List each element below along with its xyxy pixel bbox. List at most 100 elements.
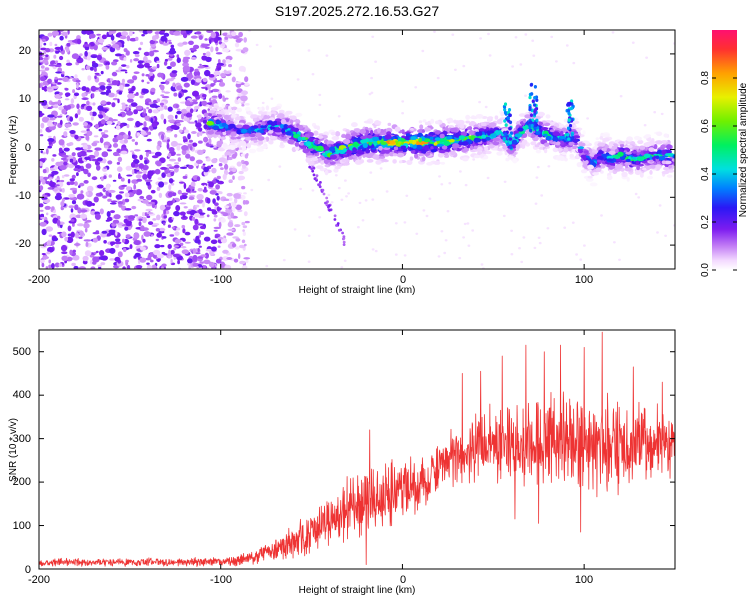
noise-speckle [124,71,128,74]
noise-speckle [125,50,130,56]
noise-speckle [157,177,163,180]
noise-speckle [215,258,222,264]
ridge-halo [589,182,598,187]
noise-speckle [327,193,331,197]
noise-speckle [182,175,188,179]
noise-speckle [637,196,641,199]
noise-speckle [121,64,127,67]
noise-speckle [84,228,88,233]
noise-speckle [104,145,109,149]
noise-speckle [487,32,490,36]
noise-speckle [140,246,146,251]
noise-speckle [75,214,82,219]
ridge-halo [280,141,284,147]
noise-speckle [228,207,232,210]
noise-speckle [154,244,161,249]
ridge-halo [543,148,548,154]
noise-speckle [216,195,220,201]
ridge-core [335,149,340,155]
ridge-halo [479,154,485,159]
noise-speckle [164,170,168,174]
colorbar-gradient [712,30,737,270]
noise-speckle [189,108,194,114]
noise-speckle [141,79,145,83]
ridge-core [552,131,560,136]
ridge-band [634,169,642,176]
ridge-spike [530,124,534,128]
noise-speckle [311,73,315,76]
noise-speckle [148,221,154,226]
noise-speckle [184,49,191,57]
noise-speckle [167,191,174,198]
ridge-band [359,128,366,135]
noise-speckle [117,251,123,258]
noise-speckle [116,148,121,154]
noise-speckle [94,213,101,220]
ridge-core [514,133,523,138]
ridge-spike [528,105,532,110]
noise-speckle [167,139,170,142]
ridge-halo [316,165,324,170]
ridge-spike [569,106,574,111]
noise-speckle [135,265,143,269]
noise-speckle [39,203,44,208]
noise-speckle [357,226,360,229]
ridge-band [326,140,334,145]
noise-speckle [231,167,237,173]
ridge-core [490,133,497,138]
noise-speckle [93,135,99,138]
noise-speckle [611,31,615,34]
noise-speckle [205,87,208,91]
ridge-core [345,149,353,155]
x-tick-label: -200 [28,574,50,586]
ridge-halo [252,114,258,119]
noise-speckle [99,192,103,196]
noise-speckle [202,163,206,166]
noise-speckle [176,227,181,231]
ridge-core [522,125,529,130]
noise-speckle [488,54,492,57]
ridge-core [583,150,589,154]
noise-speckle [586,117,589,120]
noise-speckle [222,48,230,53]
noise-speckle [112,151,120,157]
noise-speckle [167,153,172,158]
noise-speckle [51,85,59,89]
noise-speckle [179,166,188,169]
ridge-band [469,145,474,150]
noise-speckle [440,183,444,186]
noise-speckle [160,94,165,97]
noise-speckle [86,105,93,112]
noise-speckle [80,130,88,133]
noise-speckle [86,55,91,61]
ridge-core [329,146,336,152]
noise-speckle [540,194,544,197]
ridge-halo [421,156,426,162]
noise-speckle [146,265,153,269]
noise-speckle [154,168,161,175]
noise-speckle [135,120,141,128]
ridge-core [486,130,495,134]
noise-speckle [218,191,223,195]
noise-speckle [110,35,115,41]
noise-speckle [69,197,77,201]
noise-speckle [41,228,47,236]
noise-speckle [403,254,407,257]
noise-speckle [187,258,193,264]
ridge-halo [351,122,358,128]
noise-speckle [141,34,145,37]
noise-speckle [270,97,274,100]
noise-speckle [241,185,246,190]
noise-speckle [51,237,59,242]
ridge-halo [265,105,270,111]
ridge-halo [424,121,429,126]
noise-speckle [201,182,208,186]
noise-speckle [183,214,186,219]
noise-speckle [112,179,117,182]
noise-speckle [163,118,167,125]
noise-speckle [122,266,126,269]
noise-speckle [81,86,87,92]
noise-speckle [114,241,122,245]
noise-speckle [148,151,152,154]
noise-speckle [163,215,167,219]
